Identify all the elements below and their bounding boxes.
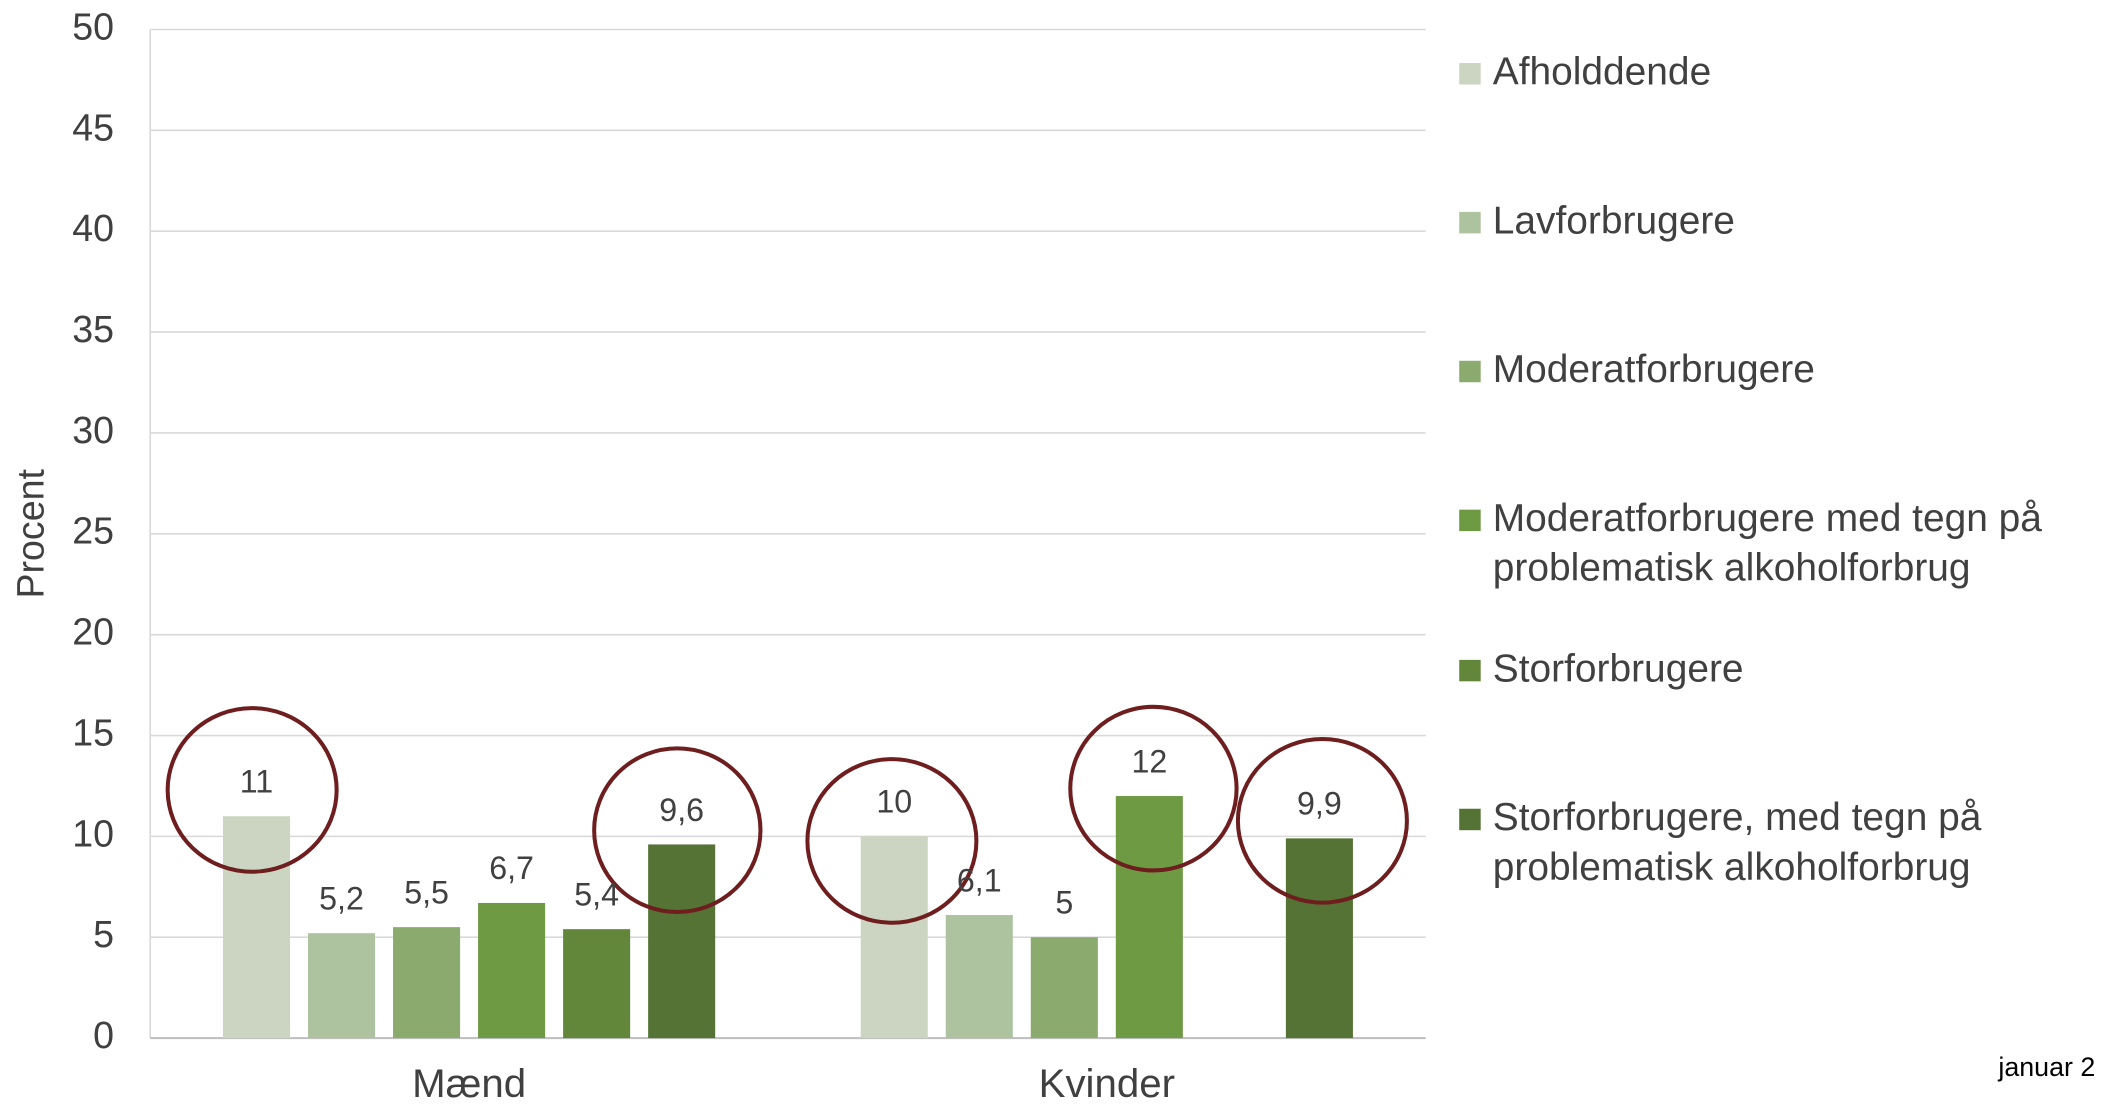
bar <box>1115 796 1183 1039</box>
y-tick-label: 5 <box>93 913 114 955</box>
data-label: 6,7 <box>489 850 534 886</box>
legend-swatch <box>1459 808 1481 831</box>
highlight-circle <box>165 706 339 874</box>
y-tick-label: 25 <box>72 510 114 552</box>
highlight-circle <box>592 746 763 915</box>
highlight-circle <box>1235 736 1409 905</box>
data-label: 5,4 <box>574 876 619 912</box>
y-tick-label: 10 <box>72 812 114 854</box>
y-tick-label: 50 <box>72 5 114 47</box>
legend-item: Moderatforbrugere med tegn på problemati… <box>1459 495 2096 594</box>
y-tick-label: 20 <box>72 611 114 653</box>
legend-label: Lavforbrugere <box>1492 199 1735 243</box>
data-label: 12 <box>1131 743 1167 779</box>
y-axis-label: Procent <box>9 469 51 599</box>
bars <box>222 796 1353 1039</box>
y-tick-label: 0 <box>93 1014 114 1056</box>
legend-item: Afholddende <box>1459 48 2096 98</box>
bar <box>860 836 928 1039</box>
legend-item: Storforbrugere, med tegn på problematisk… <box>1459 794 2096 893</box>
data-label: 6,1 <box>957 862 1002 898</box>
bar <box>1285 838 1353 1039</box>
grid <box>149 28 1426 1040</box>
data-label: 10 <box>876 784 912 820</box>
legend-label: Afholddende <box>1492 50 1712 94</box>
bar <box>563 929 631 1039</box>
data-label: 5,2 <box>319 881 364 917</box>
bar <box>393 927 461 1039</box>
legend-swatch <box>1459 63 1481 85</box>
data-label: 11 <box>240 764 273 800</box>
bar <box>648 844 716 1039</box>
legend-swatch <box>1459 211 1481 234</box>
legend-swatch <box>1459 360 1481 383</box>
highlight-circles <box>165 704 1409 925</box>
bar <box>945 915 1013 1039</box>
legend-item: Lavforbrugere <box>1459 197 2096 247</box>
x-tick-label: Kvinder <box>1039 1061 1175 1106</box>
bar <box>222 816 291 1039</box>
legend-label: Storforbrugere, med tegn på problematisk… <box>1492 796 1982 890</box>
data-label: 9,6 <box>659 792 704 828</box>
legend-label: Storforbrugere <box>1492 647 1744 691</box>
legend-swatch <box>1459 659 1481 682</box>
legend-label: Moderatforbrugere <box>1492 348 1815 392</box>
y-tick-label: 30 <box>72 409 114 451</box>
highlight-circle <box>1068 704 1239 873</box>
y-tick-label: 35 <box>72 308 114 350</box>
y-tick-label: 40 <box>72 207 114 249</box>
legend-label: Moderatforbrugere med tegn på problemati… <box>1492 497 2042 591</box>
legend-swatch <box>1459 509 1481 532</box>
y-tick-label: 15 <box>72 711 114 753</box>
bar <box>308 933 376 1039</box>
bar <box>1030 937 1098 1039</box>
data-label: 5 <box>1055 885 1073 921</box>
data-label: 9,9 <box>1297 786 1342 822</box>
y-tick-label: 45 <box>72 106 114 148</box>
data-label: 5,5 <box>404 874 449 910</box>
legend-item: Moderatforbrugere <box>1459 346 2096 396</box>
highlight-circle <box>805 757 979 925</box>
legend-item: Storforbrugere <box>1459 645 2096 695</box>
x-tick-label: Mænd <box>412 1061 526 1106</box>
bar <box>478 902 546 1039</box>
footnote: januar 2 <box>1997 1052 2095 1082</box>
